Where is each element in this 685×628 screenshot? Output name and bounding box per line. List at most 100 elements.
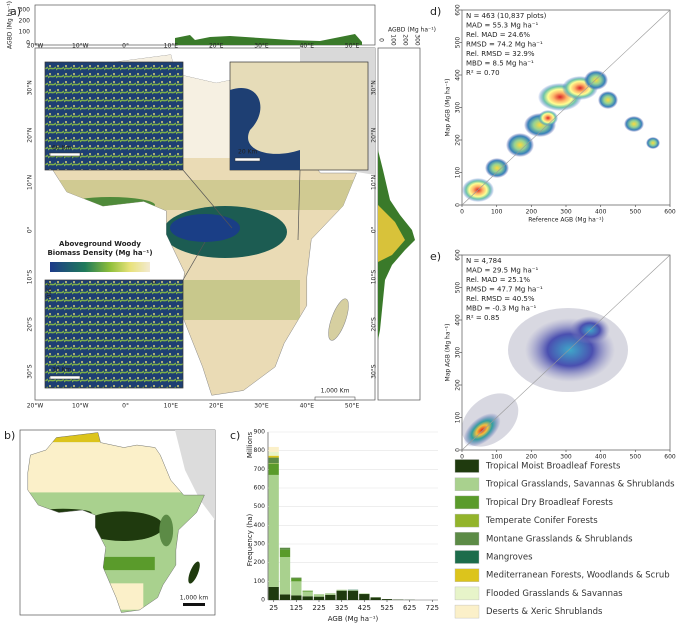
x-tick-label: 200	[526, 209, 538, 216]
lon-tick-label: 10°W	[72, 43, 89, 50]
bar-segment	[325, 593, 336, 595]
x-tick-label: 525	[380, 604, 393, 612]
stat: R² = 0.70	[466, 69, 500, 77]
x-tick-label: 125	[290, 604, 303, 612]
marginal-tick-label: 300	[414, 34, 421, 46]
stat: RMSD = 47.7 Mg ha⁻¹	[466, 286, 543, 294]
x-tick-label: 0	[460, 209, 464, 216]
bar-segment	[268, 455, 279, 458]
stat: Rel. MAD = 24.6%	[466, 31, 530, 39]
y-tick-label: 0	[261, 597, 265, 604]
lat-tick-label: 20°N	[371, 128, 378, 143]
legend-label: Temperate Conifer Forests	[485, 516, 598, 526]
y-tick-label: 100	[455, 167, 462, 179]
legend-low: >350	[45, 282, 52, 299]
y-tick-label: 200	[455, 134, 462, 146]
bar-segment	[268, 451, 279, 456]
legend-title: Aboveground Woody	[59, 240, 141, 248]
lon-tick-label: 40°E	[300, 403, 315, 410]
y-tick-label: 0	[455, 448, 462, 452]
stat: N = 463 (10,837 plots)	[466, 12, 547, 20]
bar-segment	[347, 590, 359, 600]
bar-segment	[268, 446, 279, 452]
panel-e	[461, 254, 671, 451]
panel-label: c)	[230, 429, 240, 442]
axis-label: AGBD (Mg ha⁻¹)	[388, 27, 436, 34]
stat: MBD = 8.5 Mg ha⁻¹	[466, 60, 534, 68]
bar-segment	[347, 590, 359, 591]
legend-swatch	[454, 604, 480, 619]
x-tick-label: 500	[630, 209, 642, 216]
legend-label: Tropical Dry Broadleaf Forests	[485, 498, 613, 508]
bar-segment	[302, 591, 313, 597]
inset-lake	[230, 88, 300, 170]
y-tick-label: 300	[254, 541, 266, 548]
y-tick-label: 600	[455, 4, 462, 16]
lat-tick-label: 20°S	[371, 317, 378, 332]
stat: Rel. MAD = 25.1%	[466, 276, 530, 284]
x-tick-label: 100	[491, 454, 503, 461]
bar-segment	[279, 547, 291, 550]
lat-tick-label: 10°N	[371, 175, 378, 190]
legend-label: Deserts & Xeric Shrublands	[486, 607, 603, 617]
one-to-one-line	[461, 9, 671, 206]
lat-tick-label: 10°S	[371, 270, 378, 285]
lat-tick-label: 20°N	[27, 128, 34, 143]
madagascar	[328, 298, 349, 341]
y-tick-label: 600	[254, 485, 266, 492]
lon-tick-label: 20°W	[27, 43, 44, 50]
panel-label: a)	[10, 5, 21, 18]
x-tick-label: 425	[358, 604, 371, 612]
lon-tick-label: 0°	[122, 403, 129, 410]
inset-connector	[182, 169, 233, 229]
inset-map	[44, 279, 184, 389]
y-tick-label: 300	[455, 102, 462, 114]
marginal-tick-label: 200	[19, 18, 31, 25]
stat: Rel. RMSD = 40.5%	[466, 295, 535, 303]
legend-label: Tropical Grasslands, Savannas & Shrublan…	[485, 480, 675, 490]
bar-segment	[268, 474, 279, 587]
panel-label: e)	[430, 250, 441, 263]
stat: MBD = -0.3 Mg ha⁻¹	[466, 305, 537, 313]
legend-swatch	[454, 495, 480, 510]
legend-label: Montane Grasslands & Shrublands	[486, 534, 633, 544]
y-tick-label: 0	[455, 203, 462, 207]
marginal-histogram	[378, 205, 405, 262]
x-tick-label: 400	[595, 209, 607, 216]
lon-tick-label: 0°	[122, 43, 129, 50]
legend-swatch	[454, 550, 480, 564]
marginal-tick-label: 200	[402, 34, 409, 46]
x-tick-label: 0	[460, 454, 464, 461]
lat-tick-label: 30°N	[27, 80, 34, 95]
lon-tick-label: 20°E	[209, 43, 224, 50]
stat: MAD = 55.3 Mg ha⁻¹	[466, 22, 538, 30]
scale-bar	[314, 396, 356, 401]
y-tick-label: 700	[254, 466, 266, 473]
marginal-histogram	[175, 34, 362, 45]
x-tick-label: 25	[269, 604, 278, 612]
bar-segment	[268, 457, 279, 464]
axis-label: Map AGB (Mg ha⁻¹)	[445, 79, 452, 137]
legend-swatch	[454, 532, 480, 546]
bar-segment	[359, 593, 370, 595]
scale-bar	[49, 375, 81, 380]
bar-segment	[370, 597, 381, 600]
axis-label: AGBD (Mg ha⁻¹)	[7, 1, 14, 49]
legend-swatch	[454, 459, 480, 473]
lon-tick-label: 10°E	[164, 403, 179, 410]
x-tick-label: 600	[664, 454, 676, 461]
stat: MAD = 29.5 Mg ha⁻¹	[466, 267, 538, 275]
y-tick-label: 500	[455, 37, 462, 49]
marginal-tick-label: 0	[378, 38, 385, 42]
y-tick-label: 900	[254, 429, 266, 436]
legend-label: Flooded Grasslands & Savannas	[486, 589, 623, 599]
y-tick-label: 100	[455, 412, 462, 424]
lat-tick-label: 20°S	[27, 317, 34, 332]
marginal-tick-label: 300	[19, 7, 31, 14]
stat: Rel. RMSD = 32.9%	[466, 50, 535, 58]
panel-label: d)	[430, 5, 441, 18]
y-tick-label: 500	[254, 503, 266, 510]
y-tick-label: 600	[455, 249, 462, 261]
x-tick-label: 300	[560, 454, 572, 461]
